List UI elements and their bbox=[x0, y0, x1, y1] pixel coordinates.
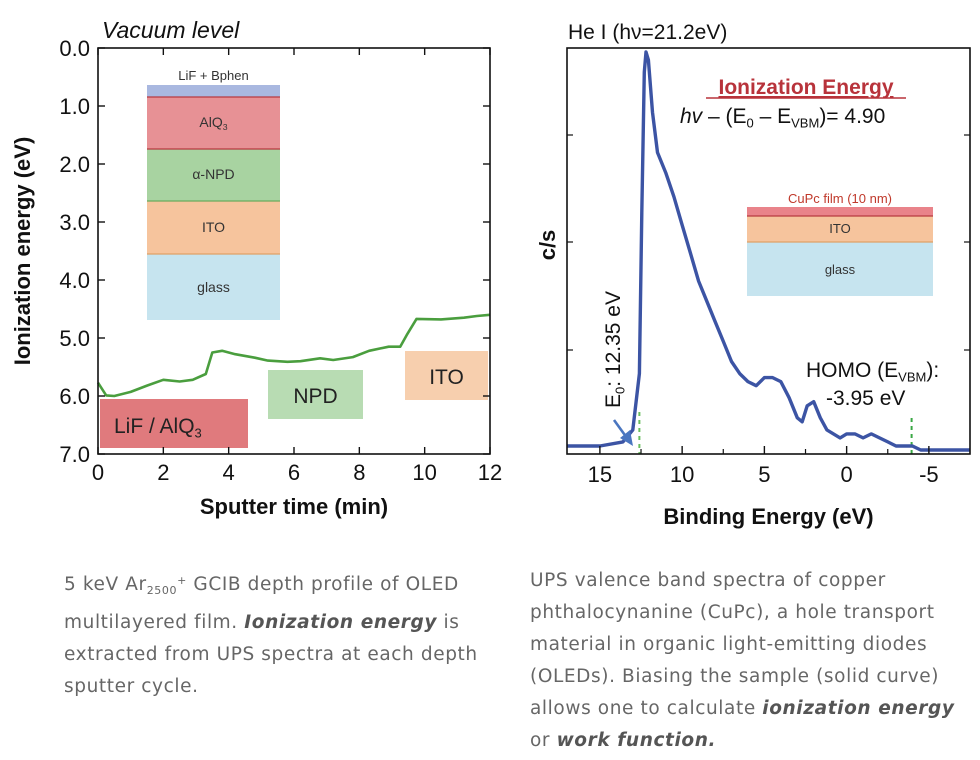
homo-label-line2: -3.95 eV bbox=[826, 387, 905, 410]
inset-layer-1 bbox=[147, 85, 280, 97]
inset-label-ito: ITO bbox=[202, 219, 225, 235]
x-tick-label: 2 bbox=[157, 460, 169, 485]
inset-right-label-glass: glass bbox=[825, 262, 856, 277]
inset-right-layer-3 bbox=[747, 242, 933, 296]
ionization-energy-formula: hv – (E0 – EVBM)= 4.90 bbox=[680, 105, 885, 131]
inset-layer-3 bbox=[147, 149, 280, 201]
series-line-ups-spectrum bbox=[567, 50, 970, 452]
left-chart-title: Vacuum level bbox=[102, 17, 240, 43]
x-tick-label: -5 bbox=[919, 462, 939, 487]
inset-layer-4 bbox=[147, 201, 280, 254]
x-tick-label: 5 bbox=[758, 462, 770, 487]
region-label-ito: ITO bbox=[429, 366, 464, 389]
right-y-axis-label: c/s bbox=[535, 230, 560, 261]
series-line-ionization-energy bbox=[96, 313, 491, 398]
y-tick-label: 7.0 bbox=[59, 442, 90, 467]
region-label-lif-alq3: LiF / AlQ3 bbox=[114, 415, 202, 441]
x-tick-label: 10 bbox=[670, 462, 694, 487]
x-tick-label: 0 bbox=[841, 462, 853, 487]
left-y-axis-label: Ionization energy (eV) bbox=[10, 137, 35, 366]
x-tick-label: 12 bbox=[478, 460, 502, 485]
inset-label-glass: glass bbox=[197, 279, 230, 295]
region-label-npd: NPD bbox=[293, 385, 337, 408]
y-tick-label: 0.0 bbox=[59, 36, 90, 61]
left-x-axis-label: Sputter time (min) bbox=[200, 494, 388, 519]
y-tick-label: 5.0 bbox=[59, 326, 90, 351]
region-box-ito bbox=[405, 351, 488, 400]
y-tick-label: 6.0 bbox=[59, 384, 90, 409]
inset-right-layer-1 bbox=[747, 207, 933, 216]
region-box-lif-alq3 bbox=[100, 399, 248, 448]
homo-label-line1: HOMO (EVBM): bbox=[806, 359, 939, 385]
x-tick-label: 4 bbox=[223, 460, 235, 485]
caption-left: 5 keV Ar2500+ GCIB depth profile of OLED… bbox=[64, 574, 478, 697]
x-tick-label: 6 bbox=[288, 460, 300, 485]
y-tick-label: 4.0 bbox=[59, 268, 90, 293]
inset-layer-5 bbox=[147, 254, 280, 320]
x-tick-label: 0 bbox=[92, 460, 104, 485]
right-x-axis-label: Binding Energy (eV) bbox=[663, 504, 873, 529]
inset-right-label-ito: ITO bbox=[829, 221, 850, 236]
y-tick-label: 2.0 bbox=[59, 152, 90, 177]
y-tick-label: 1.0 bbox=[59, 94, 90, 119]
y-tick-label: 3.0 bbox=[59, 210, 90, 235]
x-tick-label: 10 bbox=[412, 460, 436, 485]
region-box-npd bbox=[268, 370, 363, 419]
inset-right-label-cupc: CuPc film (10 nm) bbox=[788, 191, 892, 206]
e0-arrow-head bbox=[620, 430, 633, 446]
right-chart-title: He I (hν=21.2eV) bbox=[568, 21, 727, 44]
x-tick-label: 15 bbox=[588, 462, 612, 487]
caption-right: UPS valence band spectra of copper phtha… bbox=[530, 570, 955, 751]
inset-right-layer-2 bbox=[747, 216, 933, 242]
inset-label-lif-bphen: LiF + Bphen bbox=[178, 68, 248, 83]
ionization-energy-heading: Ionization Energy bbox=[718, 76, 893, 99]
e0-label: E0: 12.35 eV bbox=[602, 291, 628, 408]
inset-label-npd: α-NPD bbox=[192, 166, 234, 182]
right-plot-frame bbox=[566, 47, 971, 455]
inset-label-alq3: AlQ3 bbox=[199, 114, 227, 132]
x-tick-label: 8 bbox=[353, 460, 365, 485]
inset-layer-2 bbox=[147, 97, 280, 149]
